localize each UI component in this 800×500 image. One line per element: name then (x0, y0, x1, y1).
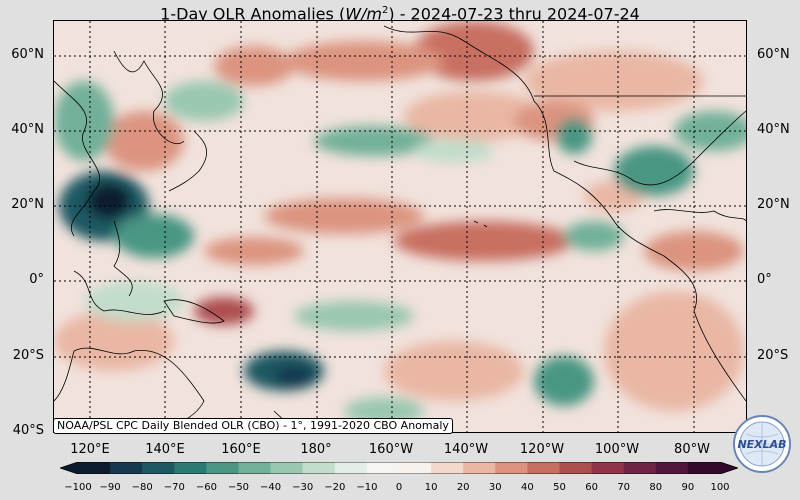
lon-label-100w: 100°W (594, 442, 640, 457)
olr-anomaly-map (53, 20, 747, 433)
lat-label-20s: 20°S (12, 348, 44, 363)
colorbar-segment (302, 462, 336, 474)
lon-label-160w: 160°W (368, 442, 414, 457)
colorbar-tick-label: −70 (163, 482, 185, 493)
colorbar (60, 462, 738, 474)
colorbar-extend-high (720, 462, 738, 474)
lat-label-20n: 20°N (11, 197, 44, 212)
colorbar-segment (78, 462, 111, 474)
colorbar-segment (687, 462, 721, 474)
colorbar-tick-label: −20 (324, 482, 346, 493)
lon-label-120w: 120°W (519, 442, 565, 457)
colorbar-segment (366, 462, 400, 474)
colorbar-segment (174, 462, 207, 474)
colorbar-segment (334, 462, 368, 474)
colorbar-segment (559, 462, 593, 474)
colorbar-segment (238, 462, 272, 474)
colorbar-extend-low (60, 462, 78, 474)
colorbar-tick-label: 0 (395, 482, 403, 493)
colorbar-tick-label: −50 (227, 482, 250, 493)
lon-label-160e: 160°E (221, 442, 261, 457)
colorbar-tick-label: 40 (521, 482, 534, 493)
colorbar-segment (495, 462, 528, 474)
colorbar-segment (142, 462, 175, 474)
data-source-caption: NOAA/PSL CPC Daily Blended OLR (CBO) - 1… (53, 418, 453, 434)
lat-label-right-20n: 20°N (757, 197, 790, 212)
lon-label-120e: 120°E (70, 442, 110, 457)
colorbar-tick-label: −90 (99, 482, 121, 493)
colorbar-segment (463, 462, 496, 474)
colorbar-tick-label: 80 (649, 482, 663, 493)
lon-label-180: 180° (300, 442, 332, 457)
lat-label-0: 0° (29, 272, 44, 287)
colorbar-segment (623, 462, 657, 474)
lon-label-140e: 140°E (145, 442, 185, 457)
colorbar-tick-label: 100 (710, 482, 730, 493)
lat-label-right-0: 0° (757, 272, 772, 287)
colorbar-segment (206, 462, 239, 474)
chart-title: 1-Day OLR Anomalies (W/m2) - 2024-07-23 … (160, 4, 640, 24)
nexlab-globe-logo: NEXLAB (733, 415, 791, 473)
colorbar-segment (431, 462, 464, 474)
colorbar-tick-label: −40 (260, 482, 282, 493)
colorbar-tick-label: −100 (64, 482, 92, 493)
colorbar-tick-label: −80 (131, 482, 153, 493)
colorbar-tick-label: −10 (356, 482, 378, 493)
lat-label-right-60n: 60°N (757, 47, 790, 62)
colorbar-segment (399, 462, 432, 474)
lon-label-140w: 140°W (443, 442, 489, 457)
colorbar-segment (270, 462, 304, 474)
colorbar-tick-label: 30 (488, 482, 502, 493)
colorbar-segment (591, 462, 625, 474)
lon-label-80w: 80°W (674, 442, 710, 457)
colorbar-tick-label: 60 (585, 482, 598, 493)
colorbar-tick-label: 10 (424, 482, 438, 493)
logo-text: NEXLAB (737, 438, 786, 451)
lat-label-60n: 60°N (11, 47, 44, 62)
colorbar-segment (527, 462, 560, 474)
colorbar-tick-label: 50 (553, 482, 566, 493)
colorbar-tick-label: 90 (681, 482, 695, 493)
lat-label-right-40n: 40°N (757, 122, 790, 137)
colorbar-tick-label: 20 (456, 482, 470, 493)
colorbar-tick-label: 70 (617, 482, 631, 493)
lat-label-40n: 40°N (11, 122, 44, 137)
lat-label-40s: 40°S (12, 423, 44, 438)
colorbar-segment (110, 462, 143, 474)
lat-lon-grid (54, 21, 746, 432)
lat-label-right-20s: 20°S (757, 348, 789, 363)
colorbar-tick-label: −30 (292, 482, 314, 493)
colorbar-tick-label: −60 (195, 482, 217, 493)
colorbar-segment (655, 462, 689, 474)
